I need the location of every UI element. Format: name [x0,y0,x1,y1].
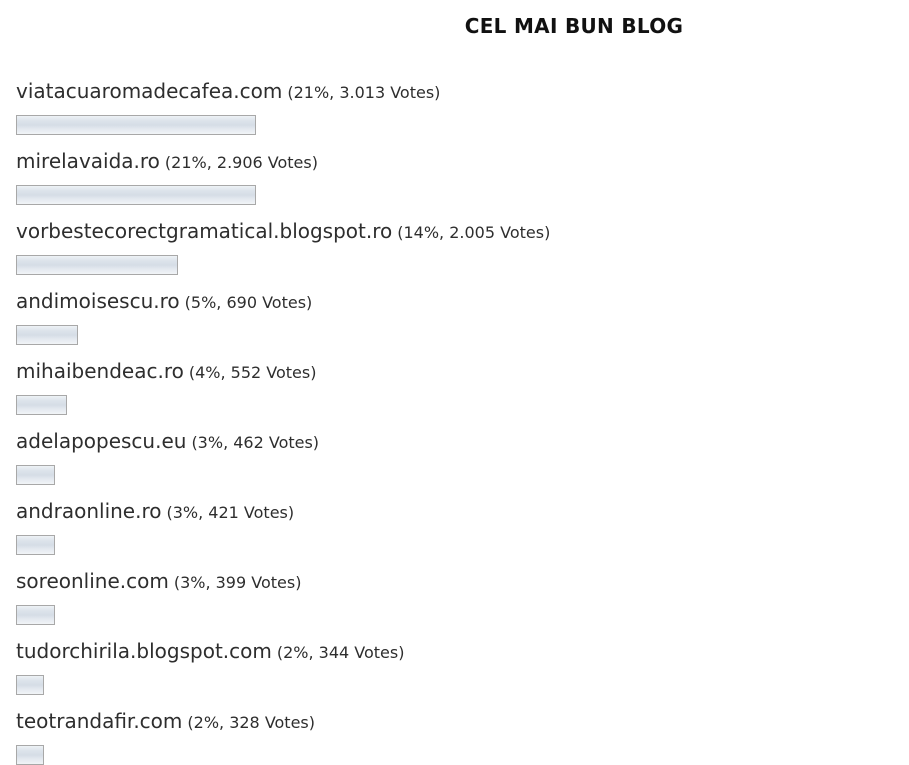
poll-option-name: soreonline.com [16,569,169,593]
poll-option-label: mirelavaida.ro (21%, 2.906 Votes) [16,148,909,176]
poll-result-bar [16,605,55,625]
poll-option-votes: (3%, 421 Votes) [166,503,295,522]
poll-option-label: tudorchirila.blogspot.com (2%, 344 Votes) [16,638,909,666]
poll-option-label: vorbestecorectgramatical.blogspot.ro (14%… [16,218,909,246]
poll-option-label: andimoisescu.ro (5%, 690 Votes) [16,288,909,316]
poll-option-name: mirelavaida.ro [16,149,160,173]
poll-option-name: viatacuaromadecafea.com [16,79,283,103]
poll-option-label: viatacuaromadecafea.com (21%, 3.013 Votes… [16,78,909,106]
poll-result-bar [16,745,44,765]
poll-option-row: viatacuaromadecafea.com (21%, 3.013 Votes… [16,78,909,135]
poll-option-row: adelapopescu.eu (3%, 462 Votes) [16,428,909,485]
poll-option-row: teotrandafir.com (2%, 328 Votes) [16,708,909,765]
poll-option-name: tudorchirila.blogspot.com [16,639,272,663]
poll-option-votes: (3%, 462 Votes) [191,433,320,452]
poll-option-row: andimoisescu.ro (5%, 690 Votes) [16,288,909,345]
poll-result-bar [16,185,256,205]
poll-title-row: CEL MAI BUN BLOG [0,12,909,40]
poll-option-name: mihaibendeac.ro [16,359,184,383]
poll-option-name: adelapopescu.eu [16,429,187,453]
poll-option-name: andraonline.ro [16,499,162,523]
poll-result-bar [16,115,256,135]
poll-result-bar [16,465,55,485]
poll-option-votes: (21%, 3.013 Votes) [287,83,441,102]
poll-option-name: teotrandafir.com [16,709,183,733]
poll-option-votes: (2%, 344 Votes) [276,643,405,662]
poll-option-votes: (5%, 690 Votes) [184,293,313,312]
poll-option-label: mihaibendeac.ro (4%, 552 Votes) [16,358,909,386]
poll-option-row: soreonline.com (3%, 399 Votes) [16,568,909,625]
poll-option-row: mihaibendeac.ro (4%, 552 Votes) [16,358,909,415]
poll-option-votes: (4%, 552 Votes) [188,363,317,382]
poll-result-bar [16,255,178,275]
poll-option-name: andimoisescu.ro [16,289,180,313]
poll-results-page: CEL MAI BUN BLOG viatacuaromadecafea.com… [0,12,909,765]
poll-result-bar [16,675,44,695]
poll-result-bar [16,535,55,555]
poll-option-label: andraonline.ro (3%, 421 Votes) [16,498,909,526]
poll-title: CEL MAI BUN BLOG [464,14,684,38]
poll-option-label: soreonline.com (3%, 399 Votes) [16,568,909,596]
poll-result-bar [16,325,78,345]
poll-option-votes: (21%, 2.906 Votes) [164,153,318,172]
poll-option-label: teotrandafir.com (2%, 328 Votes) [16,708,909,736]
poll-option-name: vorbestecorectgramatical.blogspot.ro [16,219,393,243]
poll-option-row: tudorchirila.blogspot.com (2%, 344 Votes) [16,638,909,695]
poll-results-list: viatacuaromadecafea.com (21%, 3.013 Votes… [16,78,909,765]
poll-result-bar [16,395,67,415]
poll-option-row: mirelavaida.ro (21%, 2.906 Votes) [16,148,909,205]
poll-option-row: andraonline.ro (3%, 421 Votes) [16,498,909,555]
poll-option-label: adelapopescu.eu (3%, 462 Votes) [16,428,909,456]
poll-option-votes: (14%, 2.005 Votes) [397,223,551,242]
poll-option-votes: (2%, 328 Votes) [187,713,315,732]
poll-option-votes: (3%, 399 Votes) [173,573,302,592]
poll-option-row: vorbestecorectgramatical.blogspot.ro (14%… [16,218,909,275]
